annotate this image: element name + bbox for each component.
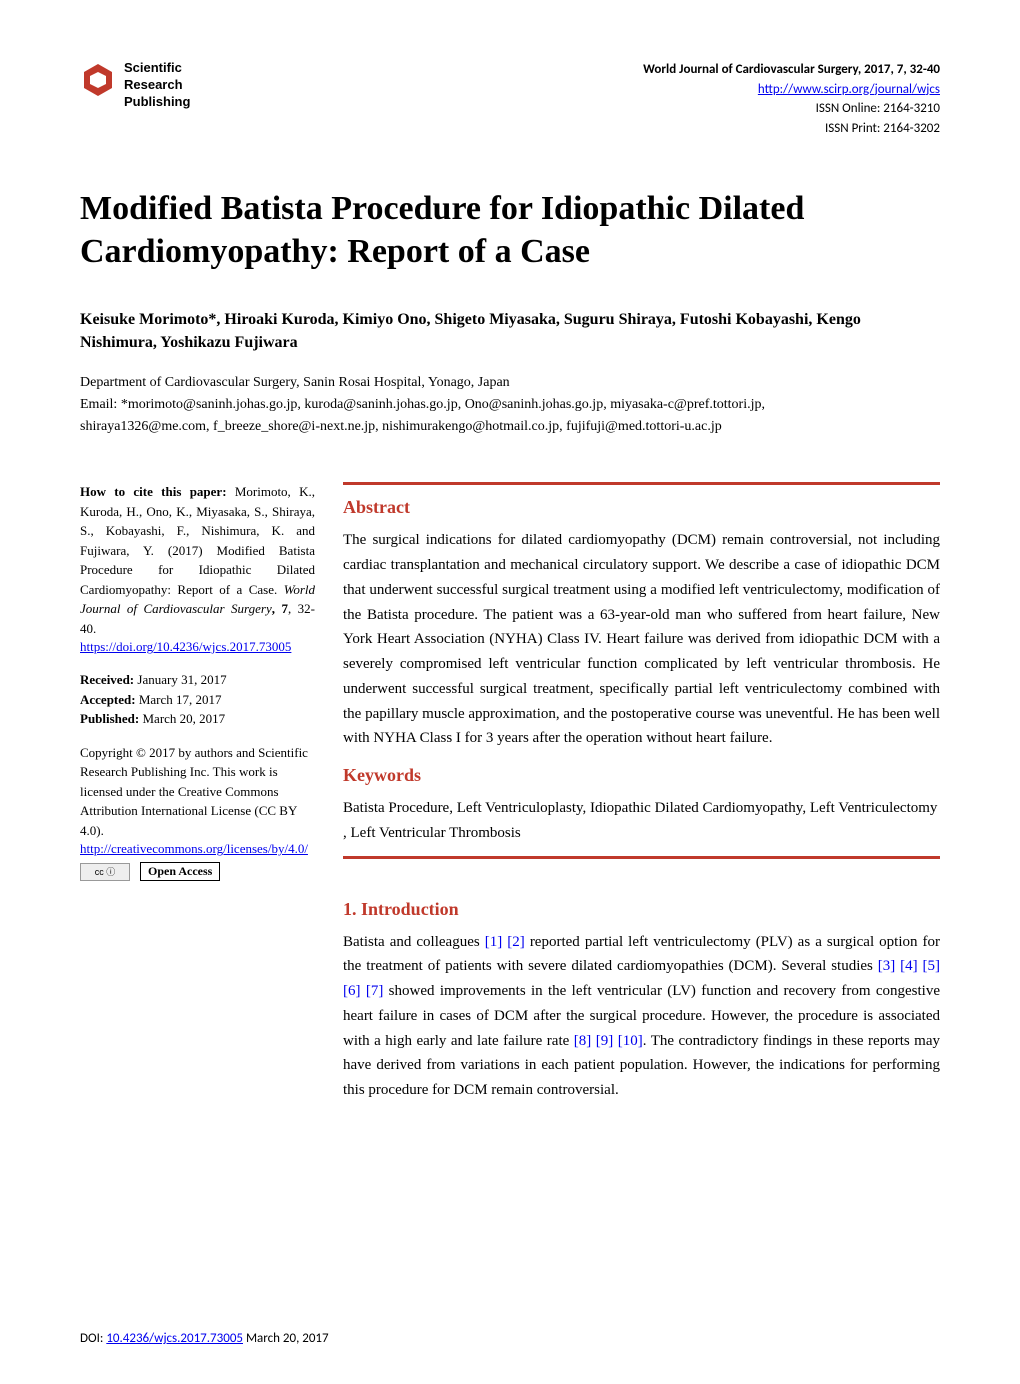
article-body: Abstract The surgical indications for di… — [343, 482, 940, 1103]
intro-text-1: Batista and colleagues — [343, 934, 485, 950]
issn-online: ISSN Online: 2164-3210 — [643, 99, 940, 119]
affiliation-emails-2: shiraya1326@me.com, f_breeze_shore@i-nex… — [80, 416, 940, 438]
abstract-heading: Abstract — [343, 497, 940, 518]
copyright-text: Copyright © 2017 by authors and Scientif… — [80, 743, 315, 841]
paper-title: Modified Batista Procedure for Idiopathi… — [80, 188, 940, 273]
journal-info: World Journal of Cardiovascular Surgery,… — [643, 60, 940, 138]
ref-link-1[interactable]: [1] — [485, 934, 503, 950]
affiliation-block: Department of Cardiovascular Surgery, Sa… — [80, 372, 940, 437]
issn-print: ISSN Print: 2164-3202 — [643, 119, 940, 139]
publisher-logo: Scientific Research Publishing — [80, 60, 190, 111]
journal-url-link[interactable]: http://www.scirp.org/journal/wjcs — [758, 82, 940, 97]
section-divider-bottom — [343, 856, 940, 859]
affiliation-emails-1: Email: *morimoto@saninh.johas.go.jp, kur… — [80, 394, 940, 416]
keywords-text: Batista Procedure, Left Ventriculoplasty… — [343, 796, 940, 846]
main-content: How to cite this paper: Morimoto, K., Ku… — [80, 482, 940, 1103]
cc-by-icon: cc ⓘ — [80, 863, 130, 881]
section-divider-top — [343, 482, 940, 485]
ref-link-3[interactable]: [3] — [878, 958, 896, 974]
accepted-date: Accepted: March 17, 2017 — [80, 690, 315, 710]
ref-link-8[interactable]: [8] — [574, 1033, 592, 1049]
cite-label: How to cite this paper: — [80, 484, 227, 499]
page-header: Scientific Research Publishing World Jou… — [80, 60, 940, 138]
cite-text: Morimoto, K., Kuroda, H., Ono, K., Miyas… — [80, 484, 315, 597]
affiliation-dept: Department of Cardiovascular Surgery, Sa… — [80, 372, 940, 394]
ref-link-7[interactable]: [7] — [366, 983, 384, 999]
ref-link-5[interactable]: [5] — [923, 958, 941, 974]
logo-text-line1: Scientific — [124, 60, 190, 77]
doi-link[interactable]: https://doi.org/10.4236/wjcs.2017.73005 — [80, 639, 291, 654]
keywords-heading: Keywords — [343, 765, 940, 786]
license-badges: cc ⓘ Open Access — [80, 862, 315, 881]
dates-block: Received: January 31, 2017 Accepted: Mar… — [80, 670, 315, 729]
publisher-name: Scientific Research Publishing — [124, 60, 190, 111]
sidebar: How to cite this paper: Morimoto, K., Ku… — [80, 482, 315, 1103]
ref-link-4[interactable]: [4] — [900, 958, 918, 974]
srp-logo-icon — [80, 60, 116, 108]
introduction-heading: 1. Introduction — [343, 899, 940, 920]
received-date: Received: January 31, 2017 — [80, 670, 315, 690]
introduction-text: Batista and colleagues [1] [2] reported … — [343, 930, 940, 1103]
published-date: Published: March 20, 2017 — [80, 709, 315, 729]
ref-link-10[interactable]: [10] — [618, 1033, 643, 1049]
journal-citation: World Journal of Cardiovascular Surgery,… — [643, 60, 940, 80]
footer-date: March 20, 2017 — [243, 1331, 329, 1346]
author-list: Keisuke Morimoto*, Hiroaki Kuroda, Kimiy… — [80, 308, 940, 354]
ref-link-6[interactable]: [6] — [343, 983, 361, 999]
logo-text-line3: Publishing — [124, 94, 190, 111]
footer-doi-link[interactable]: 10.4236/wjcs.2017.73005 — [106, 1331, 243, 1346]
abstract-text: The surgical indications for dilated car… — [343, 528, 940, 751]
footer-doi-label: DOI: — [80, 1331, 106, 1346]
citation-block: How to cite this paper: Morimoto, K., Ku… — [80, 482, 315, 638]
logo-text-line2: Research — [124, 77, 190, 94]
page-footer: DOI: 10.4236/wjcs.2017.73005 March 20, 2… — [80, 1331, 329, 1346]
cc-license-link[interactable]: http://creativecommons.org/licenses/by/4… — [80, 841, 308, 856]
cite-volume: , 7 — [272, 601, 288, 616]
ref-link-9[interactable]: [9] — [596, 1033, 614, 1049]
ref-link-2[interactable]: [2] — [507, 934, 525, 950]
open-access-badge: Open Access — [140, 862, 220, 881]
